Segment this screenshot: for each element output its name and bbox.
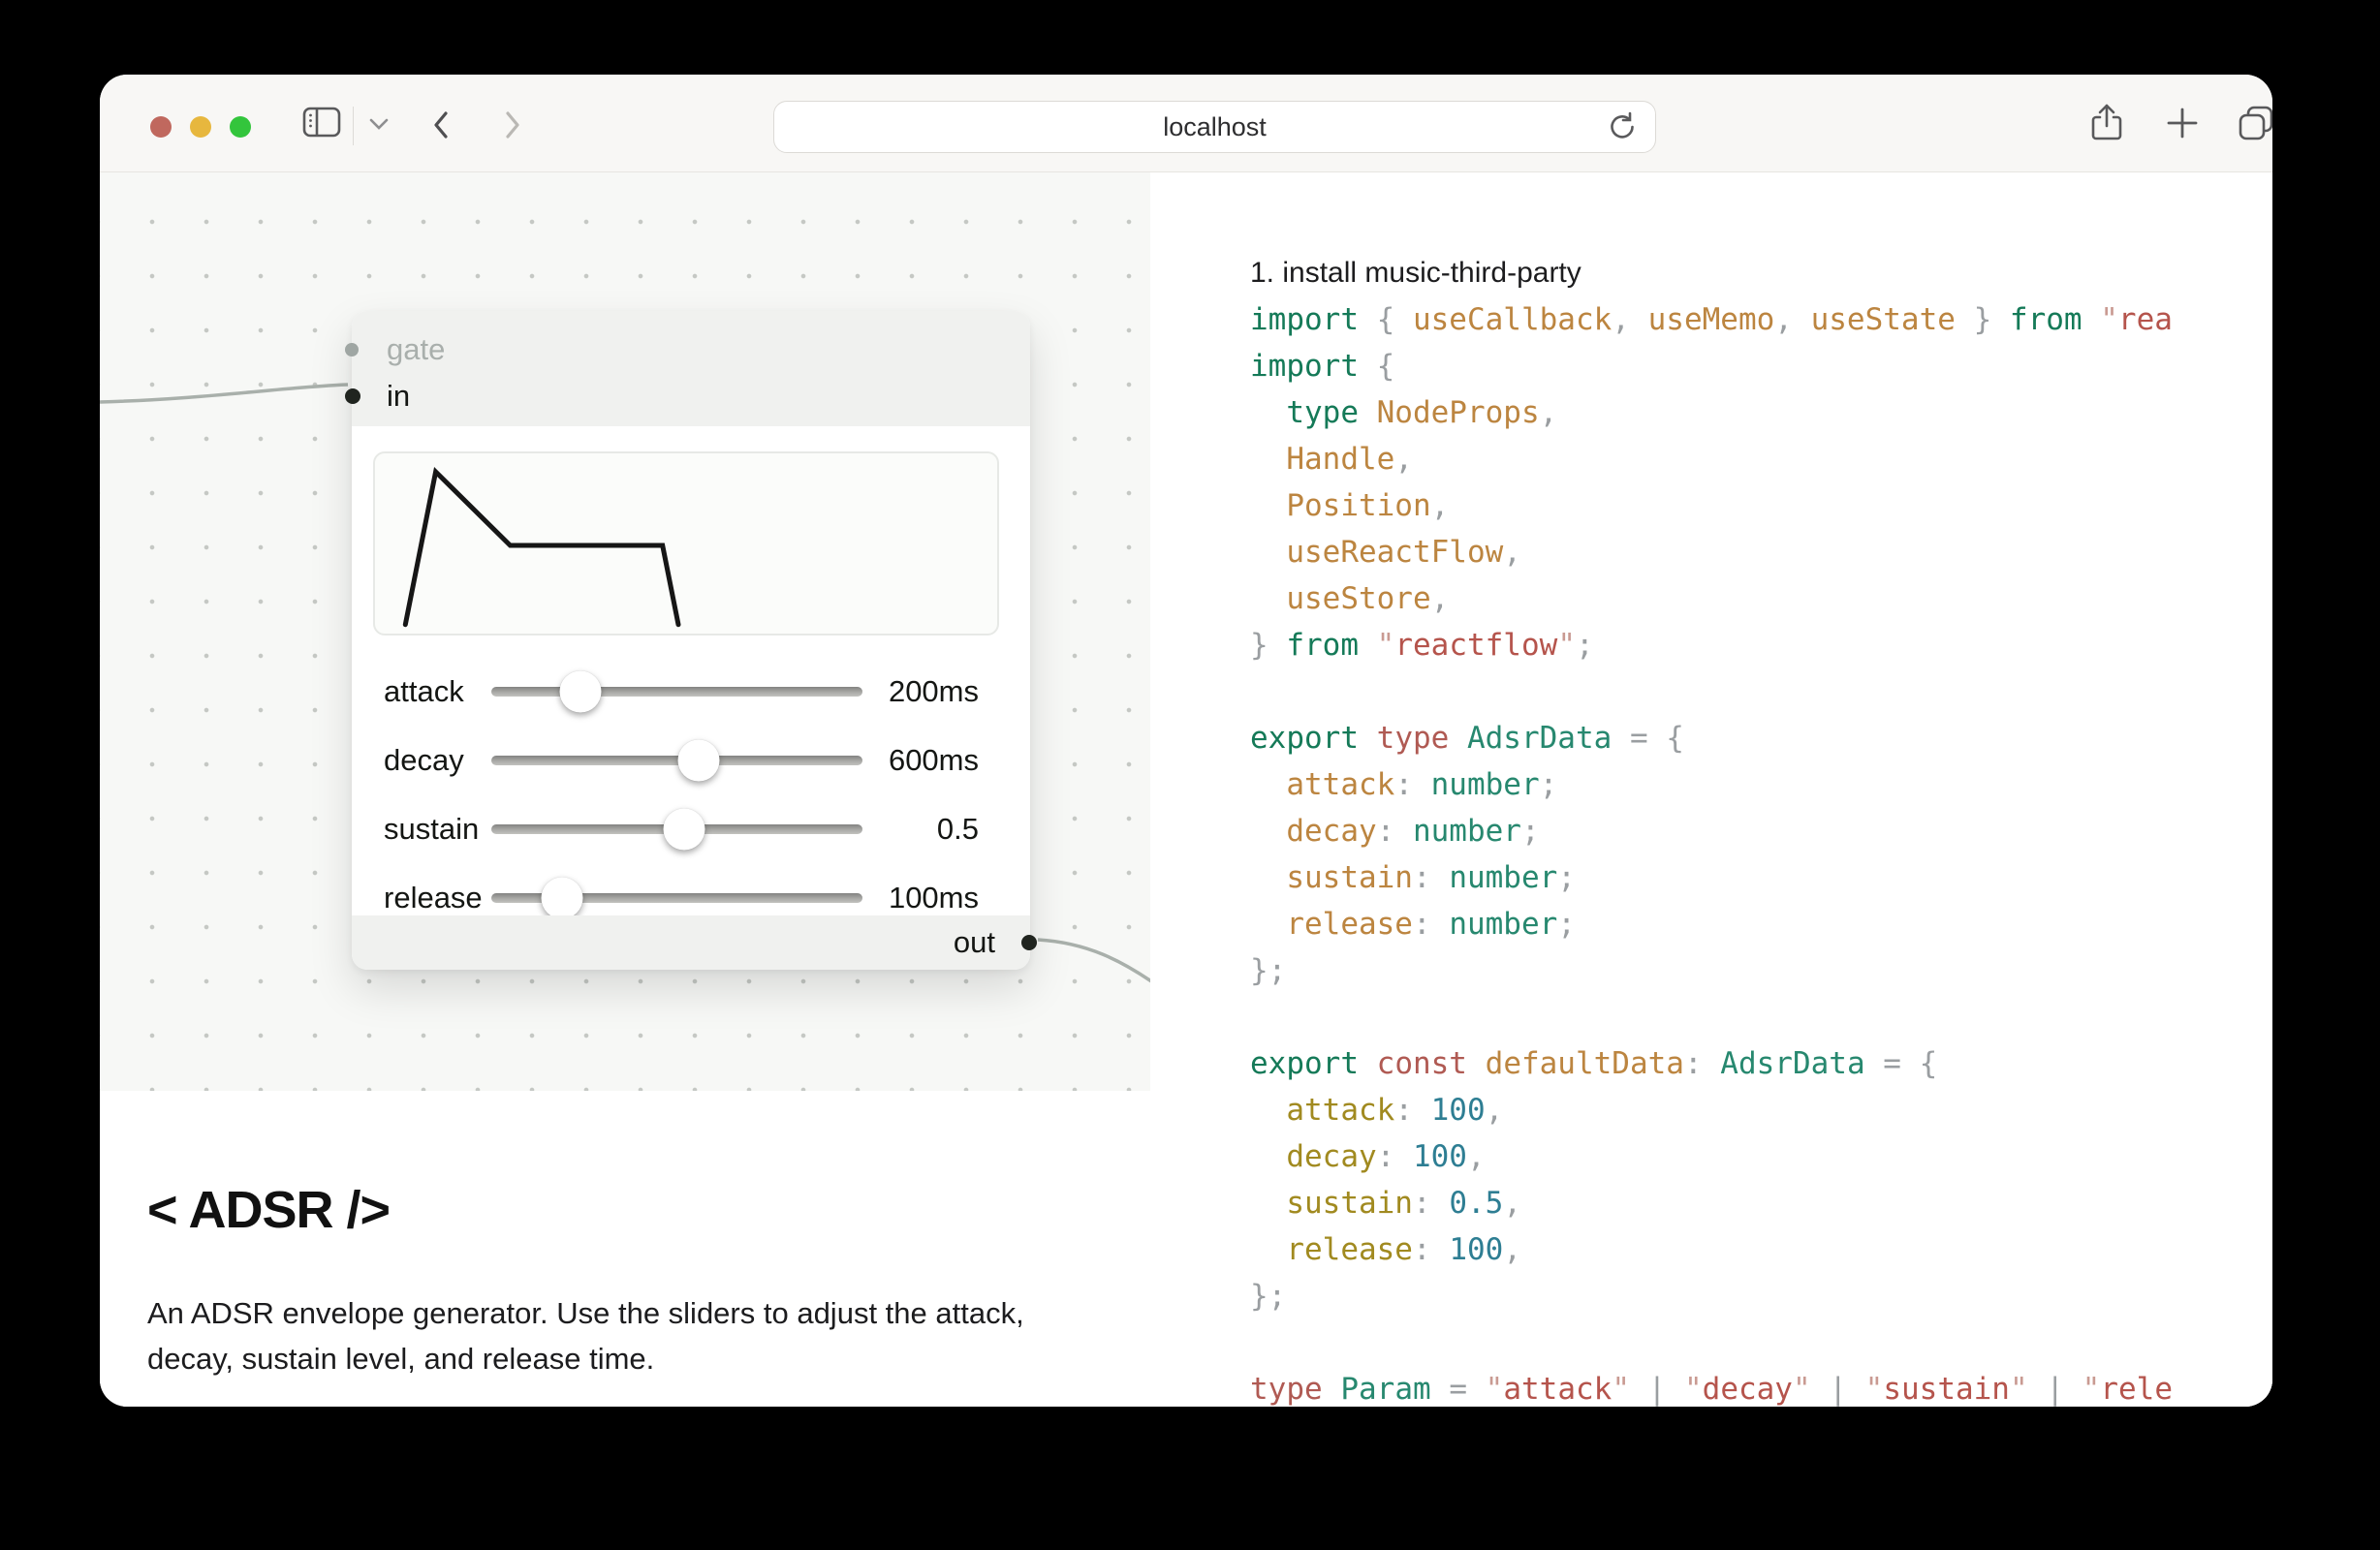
slider-row-release: release 100ms: [384, 863, 979, 932]
address-bar[interactable]: localhost: [773, 101, 1656, 153]
node-footer: out: [352, 915, 1037, 970]
slider-row-decay: decay 600ms: [384, 726, 979, 794]
code-line: type NodeProps,: [1286, 395, 1558, 430]
code-line: [1250, 1319, 2272, 1366]
code-line: attack: number;: [1286, 767, 1558, 802]
zoom-button[interactable]: [230, 116, 251, 138]
sustain-slider[interactable]: [491, 808, 862, 850]
code-line: Position,: [1286, 488, 1450, 523]
attack-label: attack: [384, 673, 464, 708]
release-slider-thumb[interactable]: [541, 877, 583, 918]
code-line: release: number;: [1286, 907, 1576, 942]
code-line: Handle,: [1286, 442, 1413, 477]
release-label: release: [384, 880, 483, 914]
slider-row-sustain: sustain 0.5: [384, 794, 979, 863]
decay-label: decay: [384, 742, 464, 777]
port-in-handle[interactable]: [345, 388, 360, 404]
code-line: import { useCallback, useMemo, useState …: [1250, 302, 2173, 337]
chevron-down-icon[interactable]: [369, 118, 389, 131]
code-line: };: [1250, 1279, 1287, 1314]
port-in-label: in: [387, 379, 411, 413]
browser-window: localhost: [100, 75, 2272, 1407]
node-body: attack 200ms decay 600ms sustain 0.5 release 10…: [352, 426, 1030, 932]
url-text: localhost: [1163, 111, 1267, 141]
envelope-graph: [373, 451, 999, 636]
release-value: 100ms: [888, 880, 979, 914]
slider-row-attack: attack 200ms: [384, 657, 979, 726]
page-description: An ADSR envelope generator. Use the slid…: [147, 1296, 1024, 1376]
doc-section: < ADSR /> An ADSR envelope generator. Us…: [100, 1091, 1150, 1381]
code-line: 1. install music-third-party: [1250, 257, 1581, 289]
decay-slider[interactable]: [491, 739, 862, 781]
port-out[interactable]: out: [953, 925, 1037, 960]
reload-icon[interactable]: [1605, 109, 1640, 144]
edge-into-in: [100, 383, 349, 404]
sustain-value: 0.5: [936, 811, 979, 846]
page-content: gate in attack 200ms decay 600ms sustain 0.5 re…: [100, 172, 2272, 1407]
code-line: sustain: number;: [1286, 860, 1576, 895]
toolbar-divider: [353, 107, 354, 145]
code-block: 1. install music-third-party import { use…: [1150, 172, 2272, 1407]
browser-toolbar: localhost: [100, 75, 2272, 172]
slider-list: attack 200ms decay 600ms sustain 0.5 release 10…: [384, 657, 979, 932]
port-gate-handle[interactable]: [345, 343, 359, 356]
tab-overview-icon[interactable]: [2237, 105, 2272, 141]
sustain-label: sustain: [384, 811, 480, 846]
attack-slider[interactable]: [491, 670, 862, 712]
close-button[interactable]: [150, 116, 172, 138]
code-panel: 1. install music-third-party import { use…: [1150, 172, 2272, 1407]
decay-slider-thumb[interactable]: [677, 739, 720, 781]
port-out-label: out: [953, 925, 995, 959]
code-line: type Param = "attack" | "decay" | "susta…: [1250, 1372, 2173, 1407]
edge-out-of-out: [1037, 938, 1150, 983]
port-gate[interactable]: gate: [345, 327, 1030, 372]
code-line: } from "reactflow";: [1250, 628, 1594, 663]
code-line: sustain: 0.5,: [1286, 1186, 1521, 1221]
minimize-button[interactable]: [190, 116, 211, 138]
forward-button[interactable]: [505, 111, 520, 139]
sidebar-toggle-icon[interactable]: [301, 104, 342, 140]
port-in[interactable]: in: [345, 374, 1030, 418]
port-out-handle[interactable]: [1021, 935, 1037, 950]
code-line: export type AdsrData = {: [1250, 721, 1684, 756]
decay-value: 600ms: [888, 742, 979, 777]
code-line: import {: [1250, 349, 1395, 384]
sustain-slider-thumb[interactable]: [663, 808, 705, 850]
attack-slider-thumb[interactable]: [559, 670, 602, 712]
code-line: release: 100,: [1286, 1232, 1521, 1267]
code-line: export const defaultData: AdsrData = {: [1250, 1046, 1938, 1081]
code-line: useReactFlow,: [1286, 535, 1521, 570]
code-line: useStore,: [1286, 581, 1450, 616]
code-line: };: [1250, 953, 1287, 988]
back-button[interactable]: [433, 111, 449, 139]
page-title: < ADSR />: [147, 1181, 391, 1239]
release-slider[interactable]: [491, 877, 862, 918]
left-column: gate in attack 200ms decay 600ms sustain 0.5 re…: [100, 172, 1150, 1407]
code-line: [1250, 668, 2272, 715]
attack-value: 200ms: [888, 673, 979, 708]
code-line: decay: 100,: [1286, 1139, 1486, 1174]
new-tab-icon[interactable]: [2166, 107, 2199, 140]
traffic-lights: [150, 116, 251, 138]
port-gate-label: gate: [387, 332, 446, 366]
adsr-node[interactable]: gate in attack 200ms decay 600ms sustain 0.5 re…: [345, 311, 1037, 970]
share-icon[interactable]: [2089, 103, 2124, 143]
code-line: [1250, 994, 2272, 1040]
flow-canvas[interactable]: gate in attack 200ms decay 600ms sustain 0.5 re…: [100, 172, 1150, 1091]
node-header: gate in: [345, 311, 1030, 426]
code-line: attack: 100,: [1286, 1093, 1504, 1128]
code-line: decay: number;: [1286, 814, 1540, 849]
